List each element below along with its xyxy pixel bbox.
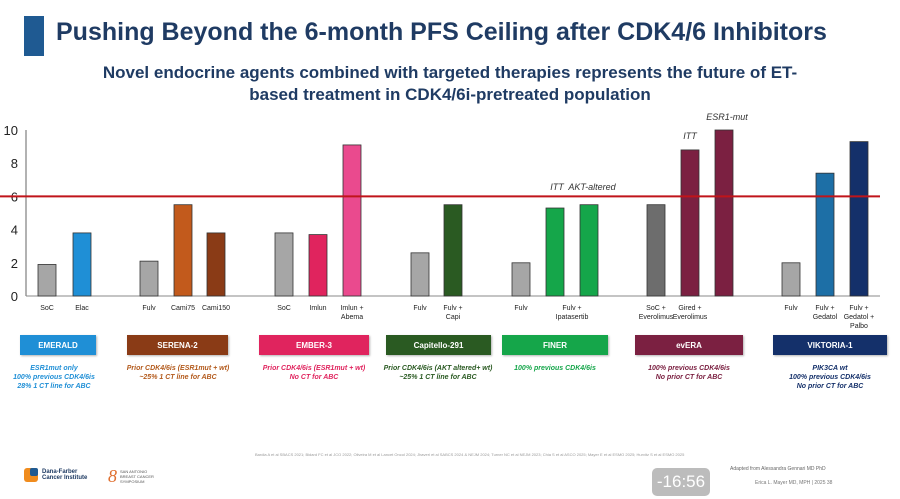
x-tick-label: SoC xyxy=(277,305,291,312)
x-tick-label: Fulv + Gedatol xyxy=(813,305,838,321)
x-tick-label: Elac xyxy=(75,305,89,312)
references-text: Bardia A et al SBACS 2021; Bidard FC et … xyxy=(255,452,685,457)
bar xyxy=(680,149,700,297)
bar xyxy=(714,129,734,297)
x-tick-label: Cami75 xyxy=(171,305,195,312)
sabcs-logo: 8 SAN ANTONIO BREAST CANCER SYMPOSIUM xyxy=(108,467,154,485)
trial-box: FINER xyxy=(502,335,608,355)
x-tick-label: SoC xyxy=(40,305,54,312)
y-axis: 0246810 xyxy=(4,123,880,304)
title-accent-bar xyxy=(24,16,44,56)
bar xyxy=(72,232,92,297)
x-tick-label: Cami150 xyxy=(202,305,230,312)
trial-box: EMERALD xyxy=(20,335,96,355)
dana-farber-logo-text: Dana-Farber Cancer Institute xyxy=(42,469,88,481)
bar xyxy=(545,207,565,297)
x-tick-label: Fulv + Ipatasertib xyxy=(556,305,589,321)
trial-box: evERA xyxy=(635,335,743,355)
bar xyxy=(511,262,531,297)
bar xyxy=(815,172,835,297)
bars xyxy=(0,129,880,297)
y-tick-label: 4 xyxy=(11,223,18,238)
trial-box: EMBER-3 xyxy=(259,335,369,355)
x-tick-label: Fulv xyxy=(784,305,798,312)
x-tick-label: Fulv xyxy=(514,305,528,312)
sabcs-logo-text: SAN ANTONIO BREAST CANCER SYMPOSIUM xyxy=(120,468,154,484)
y-tick-label: 8 xyxy=(11,156,18,171)
pfs-bar-chart: 0246810 SoCElacFulvCami75Cami150SoCImlun… xyxy=(0,112,880,330)
slide-title: Pushing Beyond the 6-month PFS Ceiling a… xyxy=(56,18,827,46)
finer-akt-label: AKT-altered xyxy=(567,182,616,192)
trial-box: SERENA-2 xyxy=(127,335,228,355)
finer-itt-label: ITT xyxy=(550,182,565,192)
x-tick-label: Fulv xyxy=(142,305,156,312)
trial-note: Prior CDK4/6is (ESR1mut + wt) No CT for … xyxy=(262,365,366,381)
trial-note: 100% previous CDK4/6is No prior CT for A… xyxy=(648,365,730,381)
trial-note: Prior CDK4/6is (AKT altered+ wt) ~25% 1 … xyxy=(383,365,493,381)
sabcs-mark-icon: 8 xyxy=(108,466,117,486)
x-tick-label: Fulv xyxy=(413,305,427,312)
x-tick-label: Imlun xyxy=(309,305,326,312)
bar xyxy=(173,204,193,297)
dana-farber-logo: Dana-Farber Cancer Institute xyxy=(24,468,87,482)
bar xyxy=(410,252,430,297)
presentation-timer: -16:56 xyxy=(652,468,710,496)
evera-esr1-label: ESR1-mut xyxy=(706,112,748,122)
dana-farber-mark-icon xyxy=(24,468,38,482)
slide-subtitle: Novel endocrine agents combined with tar… xyxy=(40,62,860,106)
bar xyxy=(579,204,599,297)
x-tick-label: Imlun + Abema xyxy=(340,305,363,321)
trial-note: Prior CDK4/6is (ESR1mut + wt) ~25% 1 CT … xyxy=(126,365,230,381)
x-tick-label: SoC + Everolimus xyxy=(639,305,674,321)
footer-author: Erica L. Mayer MD, MPH | 2025 38 xyxy=(755,480,833,486)
bar xyxy=(308,234,328,297)
bar xyxy=(443,204,463,297)
bar xyxy=(342,144,362,297)
x-tick-label: Gired + Everolimus xyxy=(673,305,708,321)
adapted-credit: Adapted from Alessandra Gennari MD PhD xyxy=(730,466,826,472)
bar xyxy=(37,264,57,297)
trial-note: 100% previous CDK4/6is xyxy=(514,365,596,372)
trial-box: Capitello-291 xyxy=(386,335,491,355)
x-tick-label: Fulv + Capi xyxy=(443,305,462,321)
bar xyxy=(849,141,869,297)
x-labels: SoC Elac Fulv Cami75 Cami150 SoC Imlun Imlun + A… xyxy=(40,305,874,330)
trial-note: ESR1mut only 100% previous CDK4/6is 28% … xyxy=(13,365,95,390)
y-tick-label: 2 xyxy=(11,256,18,271)
evera-itt-label: ITT xyxy=(683,131,698,141)
subtitle-text: Novel endocrine agents combined with tar… xyxy=(102,63,798,104)
y-tick-label: 0 xyxy=(11,289,18,304)
bar xyxy=(139,260,159,297)
bar xyxy=(274,232,294,297)
trial-note: PIK3CA wt 100% previous CDK4/6is No prio… xyxy=(789,365,871,390)
bar xyxy=(646,204,666,297)
y-tick-label: 10 xyxy=(4,123,18,138)
bar xyxy=(206,232,226,297)
trial-box: VIKTORIA-1 xyxy=(773,335,887,355)
bar xyxy=(781,262,801,297)
x-tick-label: Fulv + Gedatol + Palbo xyxy=(844,305,875,330)
